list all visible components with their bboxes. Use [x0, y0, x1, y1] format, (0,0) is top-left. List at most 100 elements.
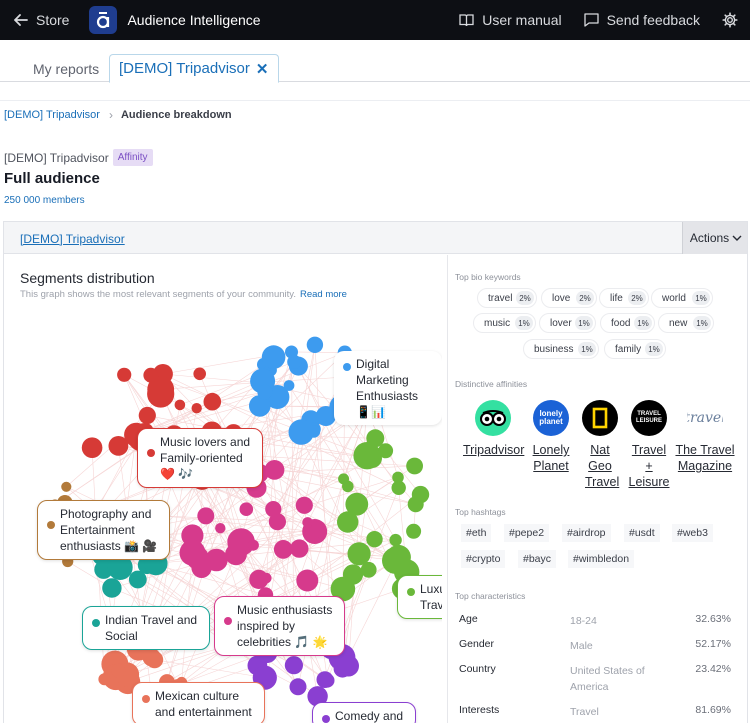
graph-node[interactable]: [108, 436, 129, 456]
segment-label-photography[interactable]: Photography and Entertainment enthusiast…: [37, 500, 171, 560]
graph-node[interactable]: [61, 481, 72, 492]
hashtag-chip: #pepe2: [504, 524, 550, 542]
segment-line: Digital Marketing: [356, 357, 409, 387]
graph-node[interactable]: [225, 543, 247, 566]
keyword-word: world: [662, 292, 686, 304]
graph-node[interactable]: [309, 525, 323, 538]
graph-node[interactable]: [290, 539, 309, 558]
graph-node[interactable]: [366, 531, 383, 548]
user-manual-link[interactable]: User manual: [459, 12, 562, 28]
send-feedback-link[interactable]: Send feedback: [583, 12, 700, 28]
characteristic-label: Gender: [459, 638, 495, 650]
segment-dot: [343, 363, 351, 371]
graph-node[interactable]: [406, 457, 423, 475]
affinity-nat-geo-travel[interactable]: Nat Geo Travel: [570, 400, 630, 490]
graph-node[interactable]: [366, 429, 385, 448]
graph-node[interactable]: [146, 651, 164, 669]
breadcrumb: [DEMO] Tripadvisor › Audience breakdown: [0, 100, 750, 128]
graph-node[interactable]: [257, 384, 273, 400]
graph-node[interactable]: [302, 517, 313, 528]
affinity-travel-leisure[interactable]: TRAVEL LEISURE Travel + Leisure: [619, 400, 679, 490]
graph-node[interactable]: [407, 496, 424, 513]
segment-label-music-enthusiasts[interactable]: Music enthusiasts inspired by celebritie…: [214, 596, 346, 656]
segment-dot: [407, 588, 415, 596]
keyword-word: life: [610, 292, 623, 304]
tab-my-reports[interactable]: My reports: [33, 61, 100, 77]
graph-node[interactable]: [347, 542, 371, 566]
graph-node[interactable]: [284, 656, 303, 675]
graph-node[interactable]: [117, 367, 132, 382]
graph-node[interactable]: [338, 473, 350, 485]
graph-node[interactable]: [191, 557, 212, 578]
graph-node[interactable]: [138, 406, 156, 425]
affinity-tripadvisor[interactable]: Tripadvisor: [463, 400, 524, 458]
actions-dropdown[interactable]: Actions: [682, 222, 747, 254]
segment-label-indian-travel[interactable]: Indian Travel and Social: [82, 606, 211, 650]
graph-node[interactable]: [98, 673, 111, 686]
segment-label-digital-marketing[interactable]: Digital Marketing Enthusiasts 📱📊: [334, 351, 442, 425]
affinity-name: Lonely Planet: [532, 443, 570, 473]
graph-node[interactable]: [239, 502, 254, 516]
graph-node[interactable]: [174, 399, 186, 411]
close-tab-icon[interactable]: ✕: [255, 61, 269, 78]
graph-node[interactable]: [287, 354, 302, 369]
graph-node[interactable]: [320, 673, 335, 688]
graph-node[interactable]: [283, 380, 295, 391]
settings-button[interactable]: [722, 12, 738, 28]
graph-node[interactable]: [289, 678, 307, 696]
graph-node[interactable]: [261, 345, 286, 369]
graph-node[interactable]: [362, 448, 382, 468]
chevron-right-icon: ›: [108, 107, 113, 122]
graph-node[interactable]: [296, 569, 319, 592]
graph-node[interactable]: [191, 403, 202, 414]
graph-node[interactable]: [143, 367, 159, 383]
graph-node[interactable]: [147, 376, 175, 403]
graph-node[interactable]: [111, 663, 126, 678]
affinity-lonely-planet[interactable]: lonely planet Lonely Planet: [521, 400, 581, 474]
graph-node[interactable]: [193, 367, 206, 381]
graph-node[interactable]: [128, 570, 147, 589]
graph-node[interactable]: [382, 547, 409, 574]
graph-node[interactable]: [345, 492, 369, 516]
segment-label-luxury-travel[interactable]: Luxu Trave: [397, 575, 442, 619]
graph-node[interactable]: [273, 540, 293, 559]
segment-label-mexican-culture[interactable]: Mexican culture and entertainment: [132, 682, 265, 723]
breadcrumb-root[interactable]: [DEMO] Tripadvisor: [4, 108, 100, 121]
read-more-link[interactable]: Read more: [299, 289, 347, 300]
graph-node[interactable]: [315, 406, 336, 426]
segment-label-comedy[interactable]: Comedy and: [312, 702, 417, 723]
graph-node[interactable]: [203, 392, 222, 411]
graph-node[interactable]: [249, 395, 271, 417]
store-back-link[interactable]: Store: [14, 12, 69, 28]
graph-node[interactable]: [378, 443, 394, 459]
graph-node[interactable]: [389, 533, 402, 547]
graph-node[interactable]: [247, 539, 259, 551]
graph-node[interactable]: [268, 513, 286, 531]
segment-label-music-lovers[interactable]: Music lovers and Family-oriented ❤️ 🎶: [137, 428, 264, 488]
graph-node[interactable]: [197, 507, 215, 525]
segments-graph[interactable]: Digital Marketing Enthusiasts 📱📊 Music l…: [4, 310, 442, 723]
graph-node[interactable]: [215, 523, 226, 534]
graph-node[interactable]: [337, 511, 359, 533]
graph-node[interactable]: [288, 419, 314, 445]
tab-demo-tripadvisor[interactable]: [DEMO] Tripadvisor ✕: [109, 54, 280, 83]
graph-node[interactable]: [307, 686, 328, 707]
graph-node[interactable]: [406, 523, 422, 539]
graph-node[interactable]: [330, 576, 356, 602]
keyword-chip: business 1%: [523, 339, 599, 359]
panel-report-link[interactable]: [DEMO] Tripadvisor: [20, 232, 125, 246]
graph-node[interactable]: [107, 554, 133, 580]
segment-dot: [142, 695, 150, 703]
graph-node[interactable]: [295, 496, 313, 514]
graph-node[interactable]: [261, 572, 272, 584]
graph-node[interactable]: [306, 336, 324, 353]
graph-node[interactable]: [392, 471, 404, 484]
graph-node[interactable]: [337, 655, 359, 677]
graph-node[interactable]: [102, 578, 122, 598]
affinity-travel-magazine[interactable]: travel The Travel Magazine: [673, 400, 737, 474]
graph-node[interactable]: [264, 460, 285, 480]
graph-node[interactable]: [391, 480, 406, 495]
graph-edge: [212, 391, 265, 402]
graph-node[interactable]: [81, 437, 103, 458]
graph-node[interactable]: [360, 561, 377, 578]
